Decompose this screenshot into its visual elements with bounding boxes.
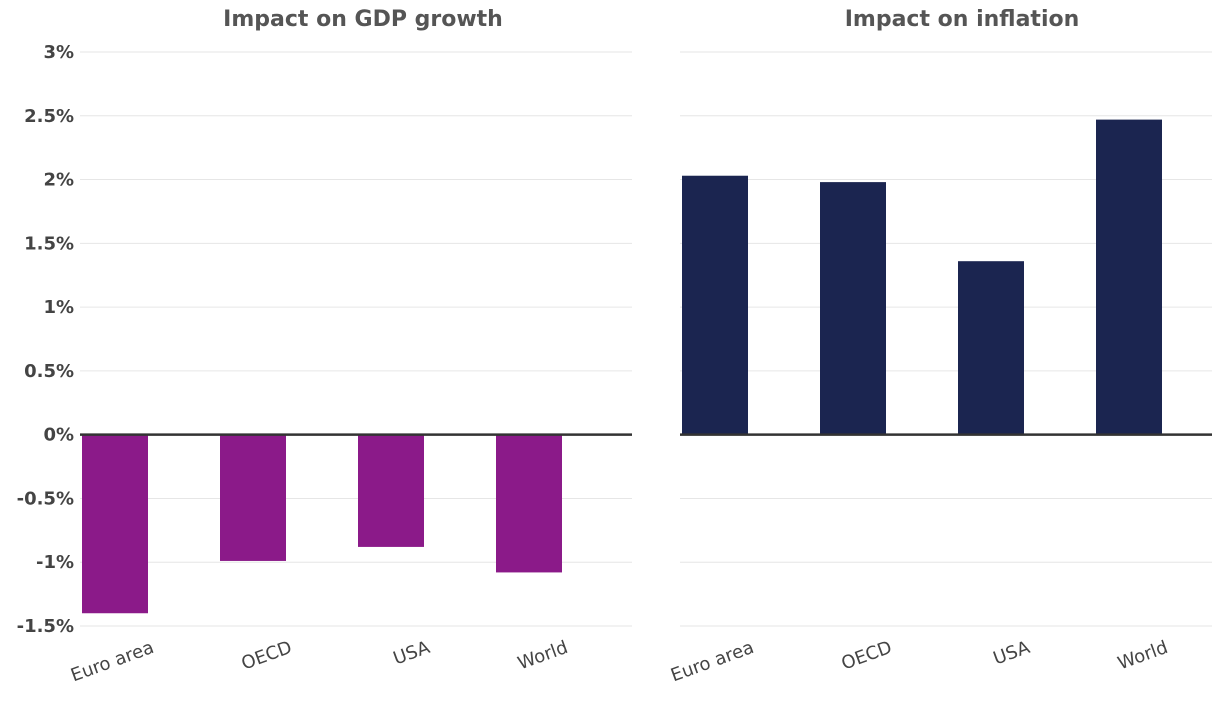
inflation-bar <box>682 175 748 435</box>
gdp-chart-title: Impact on GDP growth <box>223 7 503 32</box>
y-tick-label: 1% <box>43 297 74 318</box>
gdp-category-label: Euro area <box>68 637 157 686</box>
inflation-category-label: USA <box>991 637 1034 670</box>
y-tick-label: 0% <box>43 425 74 446</box>
inflation-bar <box>820 182 886 435</box>
y-tick-label: -0.5% <box>17 488 74 509</box>
inflation-bars <box>680 119 1212 436</box>
inflation-panel: Impact on inflation Euro area OECD USA Worl… <box>668 7 1212 686</box>
y-tick-label: 3% <box>43 42 74 63</box>
inflation-category-labels: Euro area OECD USA World <box>668 637 1171 687</box>
inflation-category-label: OECD <box>839 637 895 675</box>
y-tick-label: -1.5% <box>17 616 74 637</box>
y-tick-label: 1.5% <box>24 233 74 254</box>
gdp-bar <box>496 434 562 573</box>
inflation-bar <box>958 261 1024 435</box>
y-axis-ticks: 3% 2.5% 2% 1.5% 1% 0.5% 0% -0.5% -1% -1.5% <box>17 42 74 637</box>
gdp-bars <box>80 433 632 614</box>
inflation-category-label: World <box>1115 637 1171 674</box>
y-tick-label: 2% <box>43 170 74 191</box>
gdp-growth-panel: Impact on GDP growth 3% 2.5% 2% 1.5% 1% 0.5% 0… <box>17 7 632 686</box>
gdp-category-label: OECD <box>239 637 295 675</box>
inflation-chart-title: Impact on inflation <box>845 7 1080 32</box>
inflation-category-label: Euro area <box>668 637 757 686</box>
y-tick-label: 2.5% <box>24 106 74 127</box>
gdp-category-label: USA <box>391 637 434 670</box>
gdp-bar <box>220 434 286 561</box>
inflation-bar <box>1096 119 1162 435</box>
gdp-bar <box>82 434 148 614</box>
y-tick-label: -1% <box>36 552 74 573</box>
y-tick-label: 0.5% <box>24 361 74 382</box>
gdp-gridlines <box>80 51 632 627</box>
gdp-bar <box>358 434 424 547</box>
gdp-category-label: World <box>515 637 571 674</box>
gdp-category-labels: Euro area OECD USA World <box>68 637 571 687</box>
